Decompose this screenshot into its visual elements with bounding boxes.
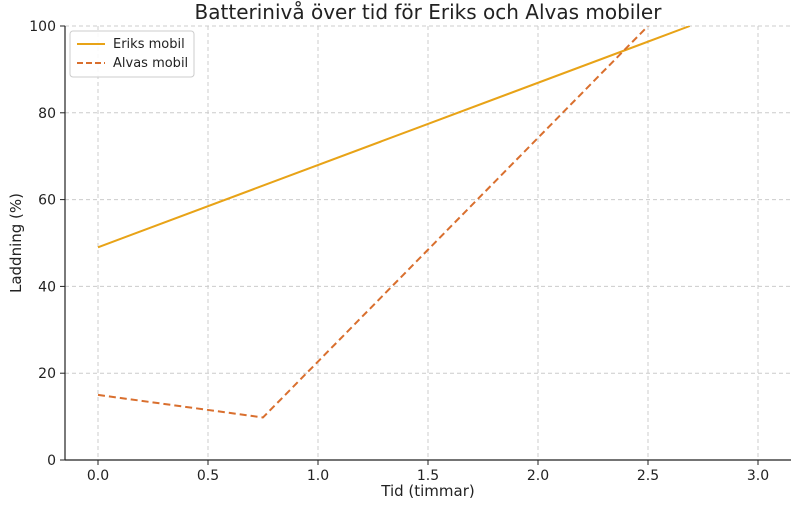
legend-label-alvas-mobil: Alvas mobil — [113, 56, 188, 71]
x-tick-label: 1.0 — [307, 468, 329, 484]
x-tick-label: 3.0 — [747, 468, 769, 484]
y-tick-label: 0 — [47, 453, 56, 469]
y-tick-label: 80 — [38, 106, 56, 122]
x-tick-label: 0.5 — [197, 468, 219, 484]
y-tick-label: 40 — [38, 279, 56, 295]
legend-label-eriks-mobil: Eriks mobil — [113, 37, 185, 52]
x-tick-label: 2.5 — [637, 468, 659, 484]
x-axis-label: Tid (timmar) — [380, 482, 475, 500]
x-ticks: 0.0 0.5 1.0 1.5 2.0 2.5 3.0 — [87, 460, 769, 484]
x-tick-label: 1.5 — [417, 468, 439, 484]
y-tick-label: 60 — [38, 193, 56, 209]
legend: Eriks mobil Alvas mobil — [69, 30, 195, 78]
grid — [65, 25, 791, 461]
series-line-alvas-mobil — [97, 26, 649, 419]
y-ticks: 0 20 40 60 80 100 — [29, 19, 65, 469]
y-axis-label: Laddning (%) — [7, 193, 25, 293]
chart-title: Batterinivå över tid för Eriks och Alvas… — [195, 0, 663, 24]
y-tick-label: 100 — [29, 19, 56, 35]
y-tick-label: 20 — [38, 366, 56, 382]
x-tick-label: 0.0 — [87, 468, 109, 484]
series-lines — [97, 26, 691, 419]
series-line-eriks-mobil — [97, 26, 691, 249]
legend-box — [69, 30, 195, 78]
x-tick-label: 2.0 — [527, 468, 549, 484]
